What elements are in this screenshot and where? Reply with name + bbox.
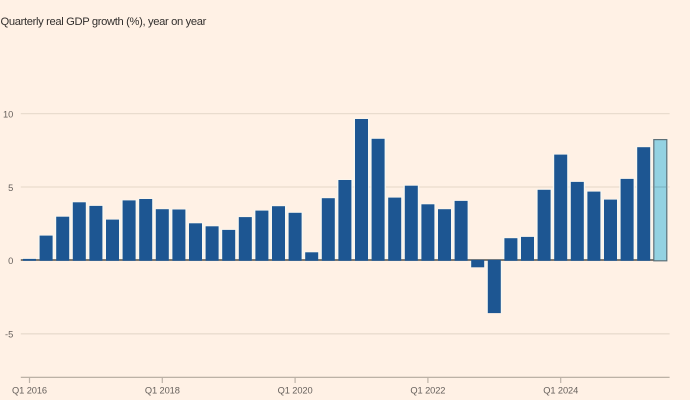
svg-text:Q1 2020: Q1 2020 [278, 386, 313, 396]
svg-text:Q1 2018: Q1 2018 [145, 386, 180, 396]
svg-text:5: 5 [8, 183, 13, 193]
svg-text:0: 0 [8, 256, 13, 266]
svg-text:Quarterly real GDP growth (%),: Quarterly real GDP growth (%), year on y… [1, 16, 207, 28]
svg-text:10: 10 [3, 109, 13, 119]
svg-text:Q1 2022: Q1 2022 [410, 386, 445, 396]
svg-text:Q1 2024: Q1 2024 [543, 386, 578, 396]
svg-text:-5: -5 [5, 330, 13, 340]
svg-text:Q1 2016: Q1 2016 [12, 386, 47, 396]
